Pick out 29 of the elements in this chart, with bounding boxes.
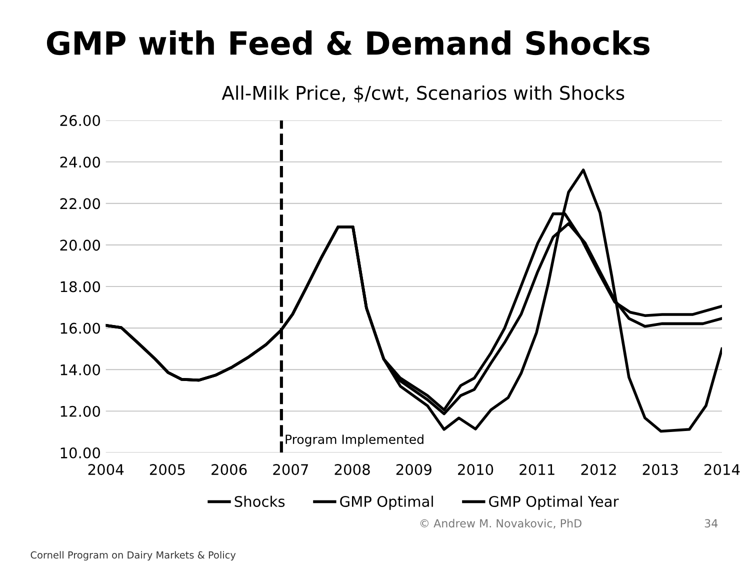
y-tick-label: 14.00	[60, 364, 100, 376]
y-tick-label: 26.00	[60, 115, 100, 126]
ref-line-label: Program Implemented	[286, 434, 424, 446]
chart-subtitle: All-Milk Price, $/cwt, Scenarios with Shocks	[222, 85, 624, 102]
x-tick-label: 2009	[396, 464, 432, 476]
y-tick-label: 12.00	[60, 406, 100, 417]
x-tick-label: 2006	[212, 464, 247, 476]
legend-label: Shocks	[234, 496, 285, 507]
text: Cornell Program on Dairy Markets & Policy	[30, 551, 236, 561]
y-tick-label: 20.00	[60, 240, 100, 251]
y-tick-label: 22.00	[60, 198, 100, 210]
legend-label: GMP Optimal	[340, 496, 433, 510]
x-tick-label: 2012	[581, 464, 616, 476]
x-tick-label: 2014	[704, 464, 740, 476]
y-tick-label: 10.00	[60, 447, 100, 458]
x-tick-label: 2011	[520, 464, 554, 476]
text: 34	[704, 519, 718, 528]
x-tick-label: 2010	[458, 464, 494, 476]
x-tick-label: 2005	[150, 464, 185, 476]
x-tick-label: 2013	[642, 464, 678, 476]
y-tick-label: 18.00	[60, 281, 100, 292]
x-tick-label: 2008	[334, 464, 370, 476]
x-tick-label: 2004	[88, 464, 124, 476]
legend-label: GMP Optimal Year	[489, 496, 619, 510]
text: © Andrew M. Novakovic, PhD	[420, 518, 582, 529]
y-tick-label: 24.00	[60, 156, 100, 168]
x-tick-label: 2007	[273, 464, 308, 476]
chart-title: GMP with Feed & Demand Shocks	[46, 30, 650, 56]
y-tick-label: 16.00	[60, 322, 100, 334]
